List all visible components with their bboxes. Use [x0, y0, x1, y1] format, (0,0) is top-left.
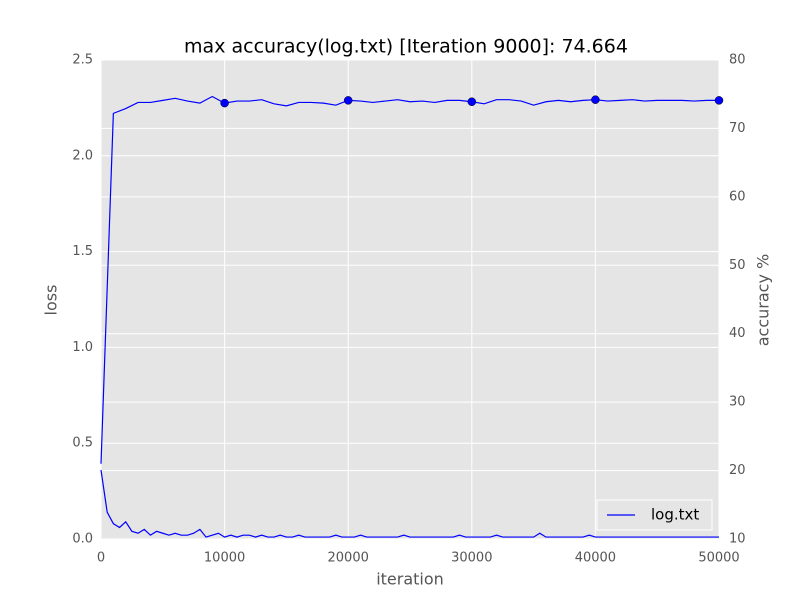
data-marker: [220, 98, 229, 108]
y-tick-label: 2.5: [72, 53, 93, 68]
y2-tick-label: 50: [729, 258, 746, 273]
y-tick-label: 1.0: [72, 340, 93, 355]
y2-tick-label: 70: [729, 121, 746, 136]
x-tick-label: 30000: [451, 551, 492, 566]
data-marker: [467, 97, 477, 106]
y-axis-label: loss: [42, 285, 61, 316]
data-line: [100, 469, 719, 538]
y-tick-label: 1.5: [72, 244, 93, 259]
y2-tick-label: 40: [729, 326, 746, 341]
y2-tick-label: 80: [729, 53, 746, 68]
y2-tick-label: 30: [729, 395, 746, 410]
y-tick-label: 0.5: [72, 436, 93, 451]
data-marker: [343, 96, 353, 105]
y2-tick-label: 20: [729, 463, 746, 478]
data-marker: [714, 96, 724, 105]
data-marker: [591, 95, 600, 104]
y2-tick-label: 10: [729, 532, 746, 547]
y2-tick-label: 60: [729, 189, 746, 204]
plot-background: [101, 60, 719, 539]
x-tick-label: 50000: [698, 551, 739, 566]
data-line: [100, 95, 719, 464]
y2-axis-label: accuracy %: [754, 254, 773, 346]
chart-title: max accuracy(log.txt) [Iteration 9000]: …: [184, 36, 628, 58]
x-axis-label: iteration: [376, 570, 444, 589]
x-tick-label: 40000: [575, 551, 616, 566]
legend-label: log.txt: [651, 506, 699, 524]
x-tick-label: 20000: [328, 551, 369, 566]
y-tick-label: 0.0: [72, 532, 93, 547]
x-tick-label: 10000: [204, 551, 245, 566]
y-tick-label: 2.0: [72, 148, 93, 163]
x-tick-label: 0: [97, 551, 105, 566]
